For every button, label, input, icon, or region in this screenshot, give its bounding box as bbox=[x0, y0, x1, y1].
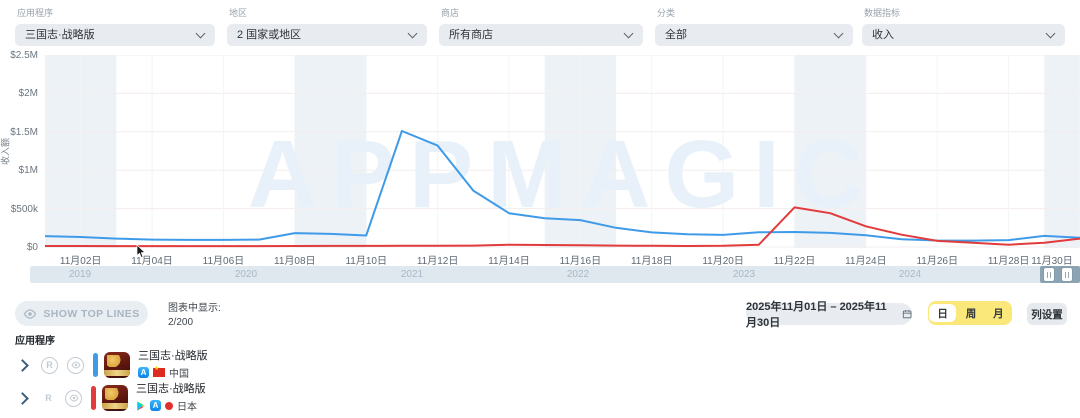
timeline-year: 2019 bbox=[68, 269, 92, 280]
app-country: 日本 bbox=[177, 402, 197, 413]
chart-svg[interactable]: APPMAGIC bbox=[45, 55, 1080, 248]
chart-showing-value: 2/200 bbox=[168, 316, 194, 328]
eye-icon bbox=[70, 361, 81, 369]
app-list-header: 应用程序 bbox=[15, 336, 55, 347]
dropdown-value: 2 国家或地区 bbox=[237, 29, 302, 41]
visibility-toggle[interactable] bbox=[67, 356, 84, 374]
dropdown-value: 三国志·战略版 bbox=[25, 29, 95, 41]
y-axis-tick: $2.5M bbox=[10, 50, 38, 61]
timeline-year: 2020 bbox=[234, 269, 258, 280]
dropdown-value: 所有商店 bbox=[449, 29, 493, 41]
eye-icon bbox=[68, 394, 79, 402]
timeline-right-handle[interactable] bbox=[1062, 268, 1072, 281]
app-icon bbox=[102, 385, 128, 411]
app-row-china[interactable]: R 三国志·战略版 A 中国 bbox=[14, 350, 208, 380]
chart-showing-counter: 图表中显示: 2/200 bbox=[168, 302, 221, 329]
filter-label: 地区 bbox=[229, 8, 248, 18]
series-color-bar bbox=[91, 386, 96, 410]
app-country: 中国 bbox=[169, 369, 189, 380]
x-axis-tick: 11月30日 bbox=[1031, 256, 1073, 267]
app-icon bbox=[104, 352, 130, 378]
x-axis-tick: 11月04日 bbox=[131, 256, 173, 267]
application-dropdown[interactable]: 三国志·战略版 bbox=[15, 24, 215, 46]
y-axis-tick: $2M bbox=[18, 88, 38, 100]
tab-week[interactable]: 周 bbox=[965, 307, 977, 320]
rating-badge[interactable]: R bbox=[41, 356, 58, 374]
dropdown-value: 全部 bbox=[665, 29, 687, 41]
app-title: 三国志·战略版 bbox=[138, 350, 208, 362]
filter-category: 分类 全部 bbox=[655, 6, 853, 46]
x-axis-tick: 11月08日 bbox=[274, 256, 316, 267]
chevron-down-icon bbox=[195, 28, 206, 39]
series-color-bar bbox=[93, 353, 98, 377]
x-axis-tick: 11月16日 bbox=[559, 256, 602, 267]
x-axis-tick: 11月24日 bbox=[845, 256, 887, 267]
chart-plot-area[interactable]: APPMAGIC bbox=[45, 55, 1080, 248]
china-flag-icon bbox=[153, 365, 165, 377]
x-axis-tick: 11月18日 bbox=[630, 256, 673, 267]
app-store-icon: A bbox=[150, 400, 161, 411]
x-axis-tick: 11月10日 bbox=[345, 256, 387, 267]
timeline-year: 2021 bbox=[400, 269, 424, 280]
appmagic-watermark: APPMAGIC bbox=[248, 121, 877, 228]
x-axis-tick: 11月12日 bbox=[416, 256, 459, 267]
y-axis-tick: $1.5M bbox=[10, 126, 38, 138]
filter-store: 商店 所有商店 bbox=[439, 6, 643, 46]
show-top-lines-button[interactable]: SHOW TOP LINES bbox=[15, 301, 148, 326]
tab-day[interactable]: 日 bbox=[929, 304, 957, 322]
japan-flag-icon bbox=[165, 401, 173, 410]
timeline-year: 2023 bbox=[732, 269, 756, 280]
date-range-value: 2025年11月01日 – 2025年11月30日 bbox=[746, 301, 887, 329]
column-settings-button[interactable]: 列设置 bbox=[1027, 303, 1067, 325]
filter-metric: 数据指标 收入 bbox=[862, 6, 1065, 46]
timeline-year: 2024 bbox=[898, 269, 922, 280]
mouse-cursor-icon bbox=[136, 245, 146, 258]
chevron-down-icon bbox=[623, 28, 634, 39]
app-store-icon: A bbox=[138, 367, 149, 378]
year-timeline-scrubber[interactable]: 2019 2020 2021 2022 2023 2024 bbox=[30, 266, 1080, 283]
x-axis-tick: 11月20日 bbox=[702, 256, 744, 267]
dropdown-value: 收入 bbox=[872, 29, 894, 41]
x-axis-tick: 11月14日 bbox=[488, 256, 530, 267]
filter-label: 数据指标 bbox=[864, 8, 901, 18]
filter-label: 商店 bbox=[441, 8, 460, 18]
visibility-toggle[interactable] bbox=[65, 389, 82, 407]
x-axis-tick: 11月22日 bbox=[773, 256, 816, 267]
filter-region: 地区 2 国家或地区 bbox=[227, 6, 427, 46]
rating-badge[interactable]: R bbox=[45, 393, 52, 403]
x-axis-tick: 11月26日 bbox=[916, 256, 958, 267]
chevron-down-icon bbox=[1045, 28, 1056, 39]
tab-month[interactable]: 月 bbox=[993, 307, 1004, 320]
granularity-switcher: 日 周 月 bbox=[928, 301, 1012, 325]
filter-label: 分类 bbox=[657, 8, 676, 18]
timeline-left-handle[interactable] bbox=[1044, 268, 1054, 281]
app-row-japan[interactable]: R 三国志·战略版 A 日本 bbox=[14, 383, 206, 413]
metric-dropdown[interactable]: 收入 bbox=[862, 24, 1065, 46]
expand-chevron-icon[interactable] bbox=[16, 391, 29, 405]
chevron-down-icon bbox=[407, 28, 418, 39]
chart-showing-label: 图表中显示: bbox=[168, 303, 221, 314]
store-dropdown[interactable]: 所有商店 bbox=[439, 24, 643, 46]
app-row-text: 三国志·战略版 A 中国 bbox=[138, 350, 208, 380]
x-axis-tick: 11月02日 bbox=[59, 256, 102, 267]
show-top-lines-label: SHOW TOP LINES bbox=[43, 307, 140, 320]
filter-application: 应用程序 三国志·战略版 bbox=[15, 6, 215, 46]
y-axis-tick: $500k bbox=[10, 203, 38, 215]
filter-label: 应用程序 bbox=[17, 8, 54, 18]
app-row-text: 三国志·战略版 A 日本 bbox=[136, 383, 206, 413]
app-title: 三国志·战略版 bbox=[136, 383, 206, 395]
chevron-down-icon bbox=[833, 28, 844, 39]
google-play-icon bbox=[137, 400, 145, 411]
timeline-year: 2022 bbox=[566, 269, 590, 280]
expand-chevron-icon[interactable] bbox=[16, 358, 29, 372]
region-dropdown[interactable]: 2 国家或地区 bbox=[227, 24, 427, 46]
y-axis-tick: $0 bbox=[26, 242, 38, 253]
eye-icon bbox=[24, 308, 37, 319]
x-axis-tick: 11月28日 bbox=[987, 256, 1030, 267]
category-dropdown[interactable]: 全部 bbox=[655, 24, 853, 46]
calendar-icon bbox=[902, 310, 912, 319]
x-axis-tick: 11月06日 bbox=[202, 256, 245, 267]
date-range-picker[interactable]: 2025年11月01日 – 2025年11月30日 bbox=[746, 301, 912, 329]
y-axis-tick: $1M bbox=[18, 165, 38, 177]
